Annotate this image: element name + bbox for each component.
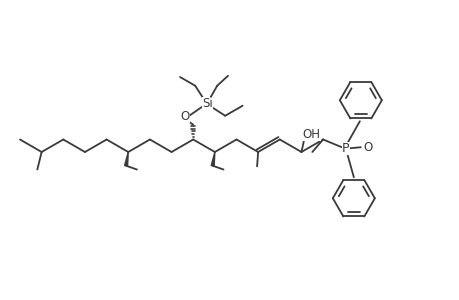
Polygon shape xyxy=(211,152,214,166)
Polygon shape xyxy=(124,152,128,166)
Text: OH: OH xyxy=(302,128,320,140)
Text: Si: Si xyxy=(202,97,212,110)
Text: O: O xyxy=(180,110,190,123)
Text: O: O xyxy=(363,141,372,154)
Text: P: P xyxy=(341,142,349,155)
